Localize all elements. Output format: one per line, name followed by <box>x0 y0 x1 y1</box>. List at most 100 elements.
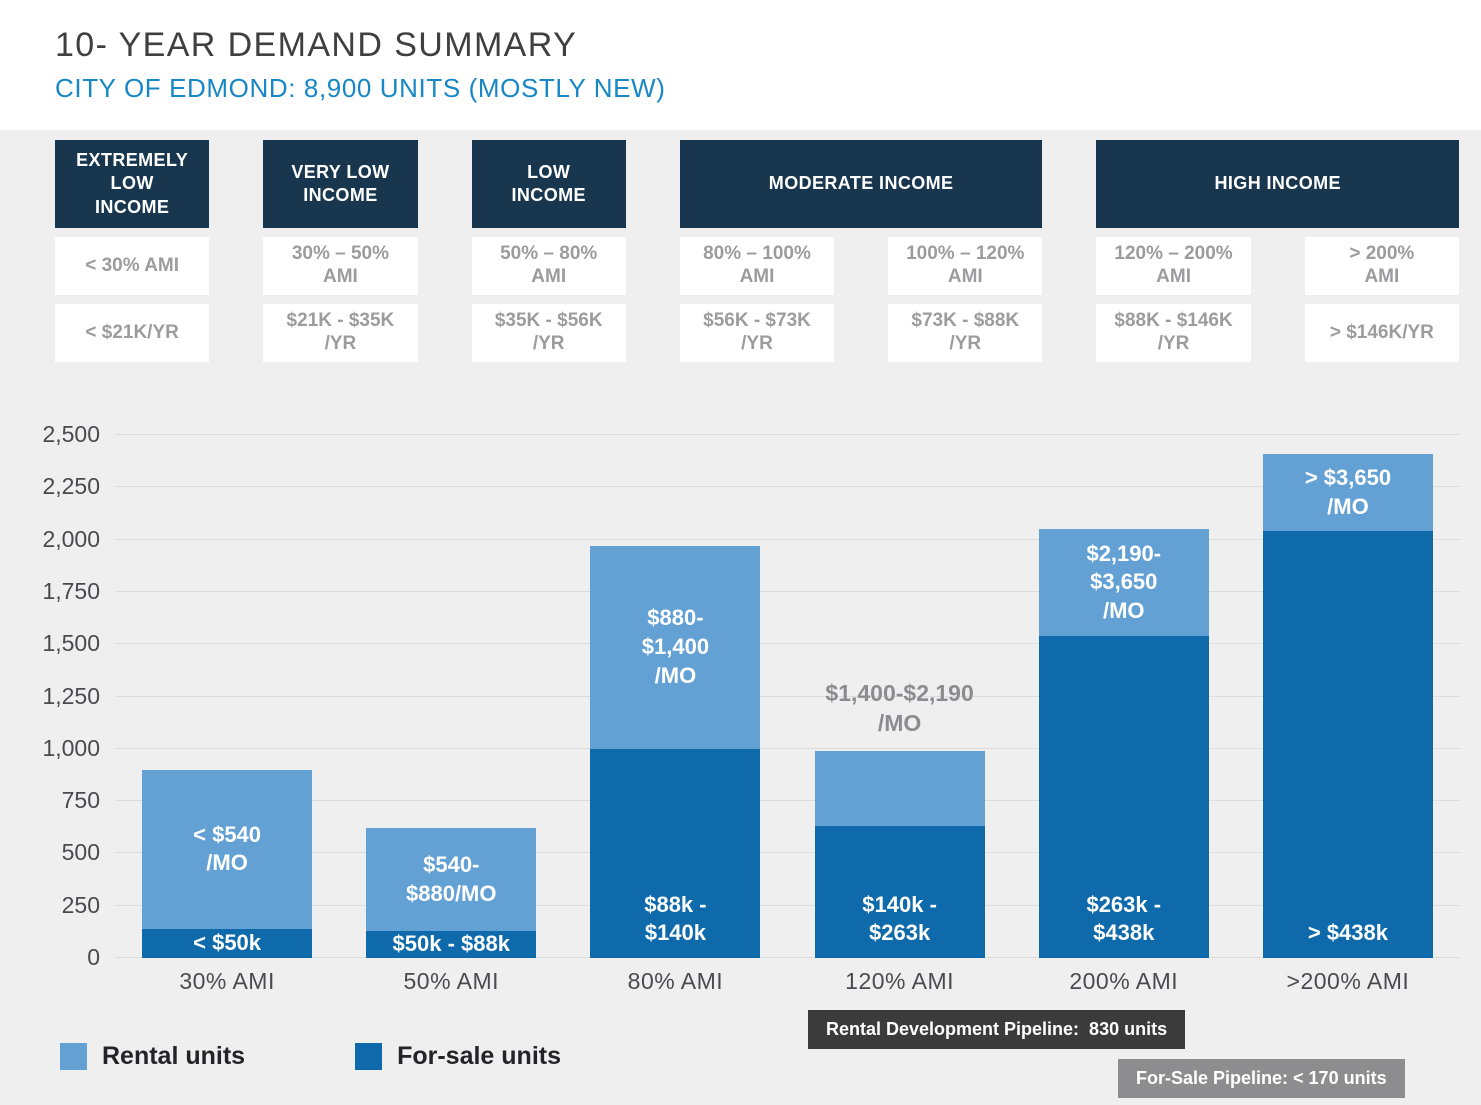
bar-stack: $2,190- $3,650 /MO $263k - $438k <box>1038 529 1209 958</box>
ami-range-cell: 120% – 200% AMI <box>1096 237 1251 295</box>
forsale-units-swatch-icon <box>355 1043 383 1070</box>
legend-item-rental: Rental units <box>60 1042 245 1071</box>
income-cat-extremely-low: EXTREMELY LOW INCOME <box>55 140 210 228</box>
bar-stack: < $540 /MO < $50k <box>142 769 313 958</box>
bars-row: < $540 /MO < $50k $540- $880/MO $50k - $88k… <box>115 435 1460 958</box>
rental-segment: > $3,650 /MO <box>1262 453 1433 532</box>
x-axis-label: 50% AMI <box>403 968 500 994</box>
bar-column-80-ami: $880- $1,400 /MO $88k - $140k <box>563 435 787 958</box>
y-axis: 0 250 500 750 1,000 1,250 1,500 1,750 2,000 2,250… <box>0 421 100 970</box>
forsale-segment-label: $50k - $88k <box>392 931 510 957</box>
gridline <box>115 434 1460 435</box>
forsale-segment: $50k - $88k <box>366 930 537 958</box>
rental-segment-label: > $3,650 /MO <box>1304 464 1392 519</box>
rental-units-swatch-icon <box>60 1043 87 1070</box>
bar-stack: $880- $1,400 /MO $88k - $140k <box>590 545 761 958</box>
gridline <box>115 486 1460 488</box>
x-axis-label: 80% AMI <box>627 968 724 994</box>
y-axis-tick-label: 1,000 <box>42 734 100 761</box>
rental-segment: $540- $880/MO <box>366 828 537 931</box>
bar-column-30-ami: < $540 /MO < $50k <box>115 435 339 958</box>
y-axis-tick-label: 250 <box>61 891 100 918</box>
y-axis-tick-label: 1,500 <box>42 630 100 657</box>
x-axis-label: 120% AMI <box>845 968 955 994</box>
chart-legend: Rental units For-sale units <box>60 1042 561 1071</box>
rental-segment-label-above: $1,400-$2,190 /MO <box>825 680 974 737</box>
forsale-segment: $140k - $263k <box>814 826 985 958</box>
ami-range-cell: 30% – 50% AMI <box>263 237 418 295</box>
x-axis-label: >200% AMI <box>1286 968 1410 994</box>
income-range-cell: > $146K/YR <box>1304 304 1459 362</box>
rental-segment: $880- $1,400 /MO <box>590 545 761 749</box>
ami-range-cell: 50% – 80% AMI <box>471 237 626 295</box>
x-axis-label: 200% AMI <box>1069 968 1179 994</box>
income-cat-very-low: VERY LOW INCOME <box>263 140 418 228</box>
ami-range-cell: 80% – 100% AMI <box>679 237 835 295</box>
page-subtitle: CITY OF EDMOND: 8,900 UNITS (MOSTLY NEW) <box>55 73 666 103</box>
forsale-segment-label: > $438k <box>1307 920 1388 946</box>
income-range-cell: $35K - $56K /YR <box>471 304 626 362</box>
gridline <box>115 643 1460 645</box>
gridline <box>115 904 1460 906</box>
bar-stack: $140k - $263k <box>814 750 985 958</box>
legend-item-forsale: For-sale units <box>355 1042 561 1071</box>
income-range-cell: $73K - $88K /YR <box>888 304 1043 362</box>
page-title: 10- YEAR DEMAND SUMMARY <box>55 26 578 64</box>
y-axis-tick-label: 500 <box>61 839 100 866</box>
rental-segment-label: $2,190- $3,650 /MO <box>1086 540 1162 623</box>
y-axis-tick-label: 2,250 <box>42 473 100 500</box>
bar-stack: > $3,650 /MO > $438k <box>1262 453 1433 958</box>
gridline <box>115 800 1460 802</box>
gridline <box>115 852 1460 854</box>
forsale-segment: > $438k <box>1262 531 1433 958</box>
income-range-cell: $88K - $146K /YR <box>1096 304 1251 362</box>
bar-stack: $540- $880/MO $50k - $88k <box>366 828 537 958</box>
forsale-segment: $263k - $438k <box>1038 635 1209 958</box>
gridline <box>115 957 1460 958</box>
legend-label-rental: Rental units <box>102 1042 246 1070</box>
rental-pipeline-annotation: Rental Development Pipeline: 830 units <box>808 1010 1186 1049</box>
income-range-cell: < $21K/YR <box>55 304 210 362</box>
rental-segment <box>814 750 985 827</box>
x-axis-label: 30% AMI <box>179 968 275 994</box>
y-axis-tick-label: 2,500 <box>42 421 100 447</box>
income-cat-moderate: MODERATE INCOME <box>679 140 1043 228</box>
rental-segment-label: < $540 /MO <box>193 821 262 876</box>
ami-range-cell: 100% – 120% AMI <box>888 237 1043 295</box>
y-axis-tick-label: 1,250 <box>42 682 100 709</box>
plot-area: < $540 /MO < $50k $540- $880/MO $50k - $88k… <box>115 434 1460 958</box>
income-cat-low: LOW INCOME <box>471 140 626 228</box>
gridline <box>115 590 1460 592</box>
y-axis-tick-label: 0 <box>87 944 100 970</box>
forsale-segment: < $50k <box>142 928 313 958</box>
forsale-pipeline-annotation: For-Sale Pipeline: < 170 units <box>1118 1059 1405 1098</box>
y-axis-tick-label: 2,000 <box>42 525 100 552</box>
forsale-segment: $88k - $140k <box>590 748 761 958</box>
gridline <box>115 747 1460 749</box>
income-range-cell: $56K - $73K /YR <box>679 304 835 362</box>
bar-column-50-ami: $540- $880/MO $50k - $88k <box>339 435 563 958</box>
income-cat-high: HIGH INCOME <box>1096 140 1459 228</box>
rental-segment-label: $540- $880/MO <box>406 851 497 906</box>
income-range-cell: $21K - $35K /YR <box>263 304 418 362</box>
bar-column--200-ami: > $3,650 /MO > $438k <box>1236 435 1460 958</box>
y-axis-tick-label: 1,750 <box>42 577 100 604</box>
ami-range-cell: < 30% AMI <box>55 237 210 295</box>
forsale-segment-label: < $50k <box>193 930 262 956</box>
ami-range-cell: > 200% AMI <box>1304 237 1459 295</box>
x-axis: 30% AMI 50% AMI 80% AMI 120% AMI 200% AMI >20… <box>115 968 1460 995</box>
rental-segment-label: $880- $1,400 /MO <box>641 605 710 688</box>
forsale-segment-label: $88k - $140k <box>644 891 707 946</box>
income-header: EXTREMELY LOW INCOME VERY LOW INCOME LOW… <box>55 140 1459 362</box>
gridline <box>115 538 1460 540</box>
rental-segment: $2,190- $3,650 /MO <box>1038 529 1209 636</box>
gridline <box>115 695 1460 697</box>
forsale-segment-label: $263k - $438k <box>1086 891 1162 946</box>
rental-segment: < $540 /MO <box>142 769 313 929</box>
demand-chart: 0 250 500 750 1,000 1,250 1,500 1,750 2,000 2,250… <box>0 421 1481 970</box>
bar-column-200-ami: $2,190- $3,650 /MO $263k - $438k <box>1012 435 1236 958</box>
y-axis-tick-label: 750 <box>61 787 100 814</box>
legend-label-forsale: For-sale units <box>397 1042 561 1070</box>
title-band: 10- YEAR DEMAND SUMMARY CITY OF EDMOND: … <box>0 0 1481 130</box>
